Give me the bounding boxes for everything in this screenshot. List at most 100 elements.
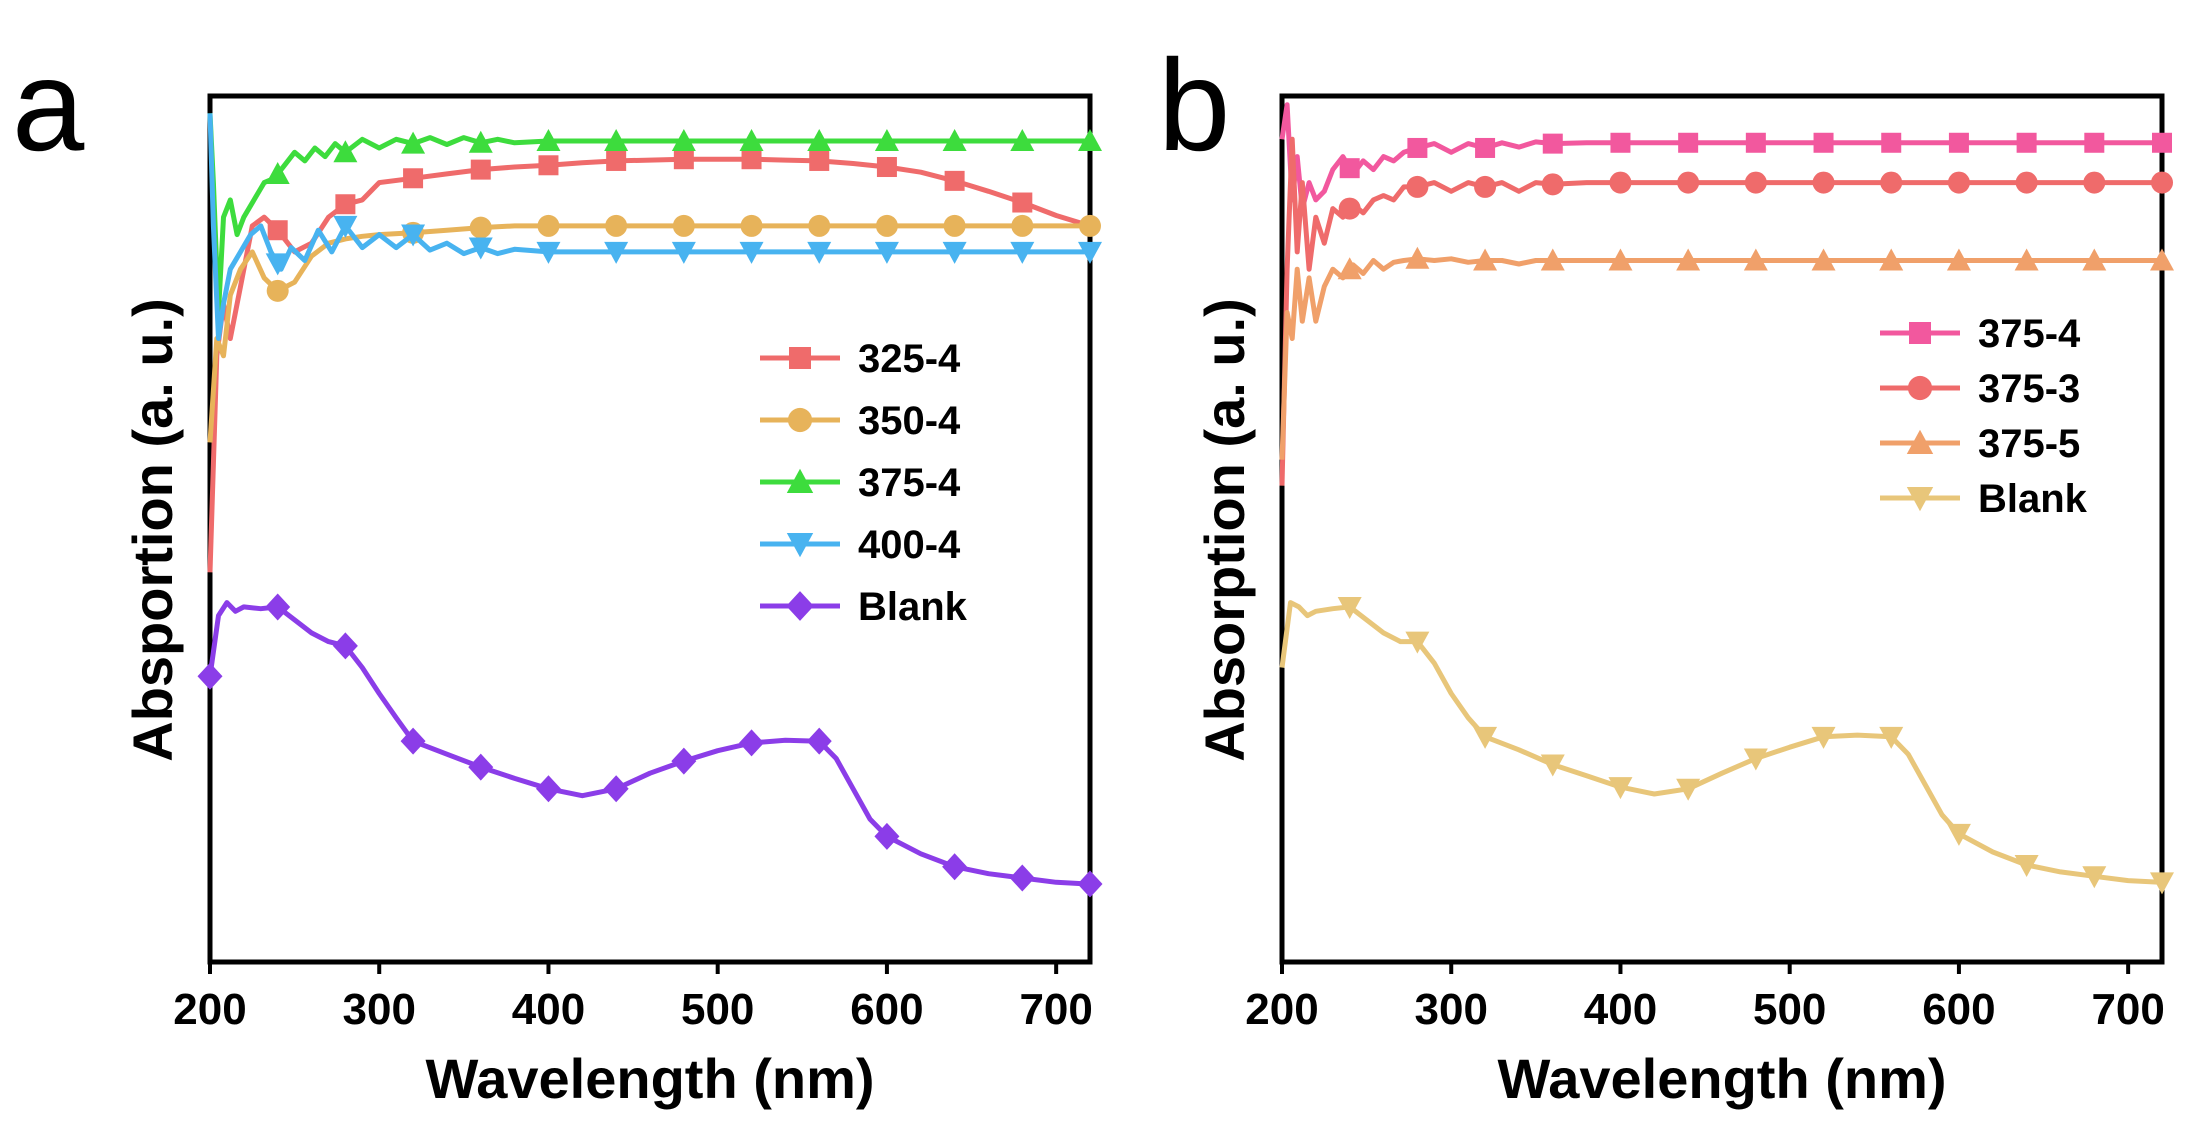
panel-b-legend-marker-2 — [1906, 429, 1934, 454]
panel-b-plot-frame — [1279, 93, 2165, 965]
panel-b-series-marker-0 — [1745, 132, 1766, 153]
panel-b-series-marker-0 — [1881, 132, 1902, 153]
panel-b-letter: b — [1158, 32, 1230, 178]
panel-a-series-marker-1 — [672, 214, 695, 237]
panel-a-series-marker-1 — [1079, 214, 1101, 237]
panel-b-legend-marker-3 — [1906, 487, 1934, 512]
panel-b-series-marker-3 — [1811, 726, 1836, 749]
panel-b-series-marker-1 — [2015, 171, 2038, 194]
panel-b-series-marker-2 — [1473, 248, 1498, 271]
panel-b-series-marker-2 — [1676, 248, 1701, 271]
panel-b-series-marker-1 — [2151, 171, 2173, 194]
panel-b-series-marker-3 — [1473, 726, 1498, 749]
panel-a-legend-marker-2 — [786, 468, 814, 493]
panel-a-series-marker-1 — [875, 214, 898, 237]
panel-b-series-marker-0 — [1610, 132, 1631, 153]
panel-a-series-marker-0 — [538, 155, 559, 176]
panel-b-series-marker-2 — [2150, 248, 2174, 271]
panel-a-series-marker-1 — [808, 214, 831, 237]
panel-a-series-marker-2 — [1010, 129, 1035, 152]
panel-b-series-marker-0 — [1542, 133, 1563, 154]
panel-a-x-axis-title: Wavelength (nm) — [425, 1047, 874, 1110]
panel-b-series-marker-2 — [1811, 248, 1836, 271]
panel-b-legend-label-2: 375-5 — [1978, 422, 2080, 466]
panel-a-x-tick-label: 300 — [343, 985, 416, 1034]
panel-b-series-marker-3 — [1608, 777, 1633, 800]
panel-b-series-marker-2 — [1879, 248, 1904, 271]
panel-a-series-marker-4 — [1009, 864, 1035, 892]
panel-b-series-marker-1 — [1880, 171, 1903, 194]
panel-a-series-marker-3 — [401, 224, 426, 247]
panel-a-series-marker-4 — [197, 662, 223, 690]
panel-a-x-ticks: 200 300 400 500 600 700 — [173, 962, 1093, 1034]
panel-a-x-tick-label: 500 — [681, 985, 754, 1034]
panel-a-series-marker-0 — [673, 149, 694, 170]
panel-b-series-marker-0 — [2084, 132, 2105, 153]
panel-a-series-marker-0 — [1012, 192, 1033, 213]
panel-b-series-marker-1 — [1677, 171, 1700, 194]
panel-b-series-marker-2 — [1743, 248, 1768, 271]
panel-a-series-marker-2 — [671, 129, 696, 152]
panel-b-series-marker-0 — [2016, 132, 2037, 153]
panel-b-x-ticks: 200 300 400 500 600 700 — [1245, 962, 2165, 1034]
panel-b-series-marker-3 — [2082, 866, 2107, 889]
panel-b-series-marker-1 — [1609, 171, 1632, 194]
panel-b-x-tick-label: 500 — [1753, 985, 1826, 1034]
panel-a-series-marker-2 — [807, 129, 832, 152]
panel-b-series-marker-1 — [1744, 171, 1767, 194]
panel-a-series-marker-2 — [604, 129, 629, 152]
panel-a-x-tick-label: 600 — [850, 985, 923, 1034]
panel-b-series-marker-2 — [1608, 248, 1633, 271]
panel-a-series-marker-3 — [942, 241, 967, 264]
panel-a-series-marker-4 — [874, 822, 900, 850]
panel-a-legend-label-2: 375-4 — [858, 461, 961, 505]
panel-a-series-marker-4 — [400, 727, 426, 755]
panel-b-series-marker-0 — [1678, 132, 1699, 153]
panel-a-legend-label-1: 350-4 — [858, 399, 961, 443]
panel-b-series-marker-1 — [1338, 197, 1361, 220]
panel-a-series-marker-3 — [604, 241, 629, 264]
panel-b-x-tick-label: 600 — [1922, 985, 1995, 1034]
panel-b-y-axis-title: Absorption (a. u.) — [1193, 298, 1256, 762]
panel-a-series-marker-2 — [536, 129, 561, 152]
panel-b-series-marker-2 — [1337, 257, 1362, 280]
panel-a-series-marker-4 — [468, 753, 494, 781]
panel-a-series-marker-3 — [807, 241, 832, 264]
panel-a-series-marker-3 — [671, 241, 696, 264]
panel-b-series-marker-2 — [1405, 246, 1430, 269]
panel-b-x-tick-label: 400 — [1584, 985, 1657, 1034]
panel-a-series-marker-2 — [874, 129, 899, 152]
panel-a-series-marker-2 — [739, 129, 764, 152]
panel-a-series-marker-2 — [333, 140, 358, 163]
panel-b-series-marker-2 — [1540, 248, 1565, 271]
panel-b-legend: 375-4 375-3 375-5 Blank — [1880, 312, 2088, 521]
panel-a-series-marker-4 — [265, 593, 291, 621]
panel-a-legend: 325-4 350-4 375-4 400-4 Blank — [760, 337, 968, 629]
panel-a-letter: a — [12, 32, 85, 178]
panel-a-series-marker-0 — [470, 159, 491, 180]
panel-a-series-marker-0 — [267, 220, 288, 241]
panel-a-series-marker-4 — [332, 632, 358, 660]
panel-a-series-marker-1 — [469, 216, 492, 239]
panel-b-series-marker-0 — [1475, 137, 1496, 158]
panel-a-series-marker-0 — [809, 150, 830, 171]
panel-a-series-marker-2 — [468, 130, 493, 153]
panel-a-legend-marker-1 — [787, 407, 813, 433]
panel-a: a 200 300 400 500 600 700 Wavelength (nm) Abs… — [12, 32, 1103, 1110]
panel-a-series-line-3 — [207, 113, 1090, 341]
panel-a-series-marker-0 — [606, 150, 627, 171]
panel-b-series-marker-0 — [1948, 132, 1969, 153]
panel-b-legend-label-1: 375-3 — [1978, 367, 2080, 411]
panel-b-series-marker-0 — [1813, 132, 1834, 153]
panel-a-legend-label-3: 400-4 — [858, 523, 961, 567]
panel-a-y-axis-title: Absportion (a. u.) — [121, 298, 184, 762]
panel-b-x-axis-title: Wavelength (nm) — [1497, 1047, 1946, 1110]
panel-a-series-marker-4 — [739, 729, 765, 757]
panel-b-series-marker-1 — [1812, 171, 1835, 194]
panel-b-series-marker-3 — [1676, 778, 1701, 801]
panel-b-series-marker-2 — [2014, 248, 2039, 271]
panel-b-series-marker-0 — [1339, 158, 1360, 179]
panel-b-series-marker-3 — [1743, 748, 1768, 771]
panel-a-series — [197, 113, 1103, 898]
panel-a-legend-marker-3 — [786, 533, 814, 558]
